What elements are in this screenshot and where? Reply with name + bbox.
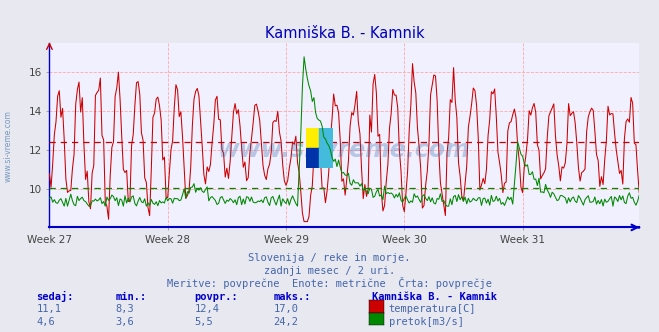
Text: povpr.:: povpr.: — [194, 292, 238, 302]
Text: www.si-vreme.com: www.si-vreme.com — [3, 110, 13, 182]
Text: pretok[m3/s]: pretok[m3/s] — [389, 317, 464, 327]
Text: 12,4: 12,4 — [194, 304, 219, 314]
Text: 11,1: 11,1 — [36, 304, 61, 314]
Text: www.si-vreme.com: www.si-vreme.com — [218, 138, 471, 162]
Text: min.:: min.: — [115, 292, 146, 302]
Text: 4,6: 4,6 — [36, 317, 55, 327]
Text: maks.:: maks.: — [273, 292, 311, 302]
Title: Kamniška B. - Kamnik: Kamniška B. - Kamnik — [264, 26, 424, 41]
Text: 17,0: 17,0 — [273, 304, 299, 314]
Text: Meritve: povprečne  Enote: metrične  Črta: povprečje: Meritve: povprečne Enote: metrične Črta:… — [167, 277, 492, 289]
Text: 24,2: 24,2 — [273, 317, 299, 327]
Text: sedaj:: sedaj: — [36, 291, 74, 302]
Text: Kamniška B. - Kamnik: Kamniška B. - Kamnik — [372, 292, 498, 302]
Text: zadnji mesec / 2 uri.: zadnji mesec / 2 uri. — [264, 266, 395, 276]
Text: Slovenija / reke in morje.: Slovenija / reke in morje. — [248, 253, 411, 263]
Text: 8,3: 8,3 — [115, 304, 134, 314]
Text: 3,6: 3,6 — [115, 317, 134, 327]
Text: temperatura[C]: temperatura[C] — [389, 304, 476, 314]
Text: 5,5: 5,5 — [194, 317, 213, 327]
